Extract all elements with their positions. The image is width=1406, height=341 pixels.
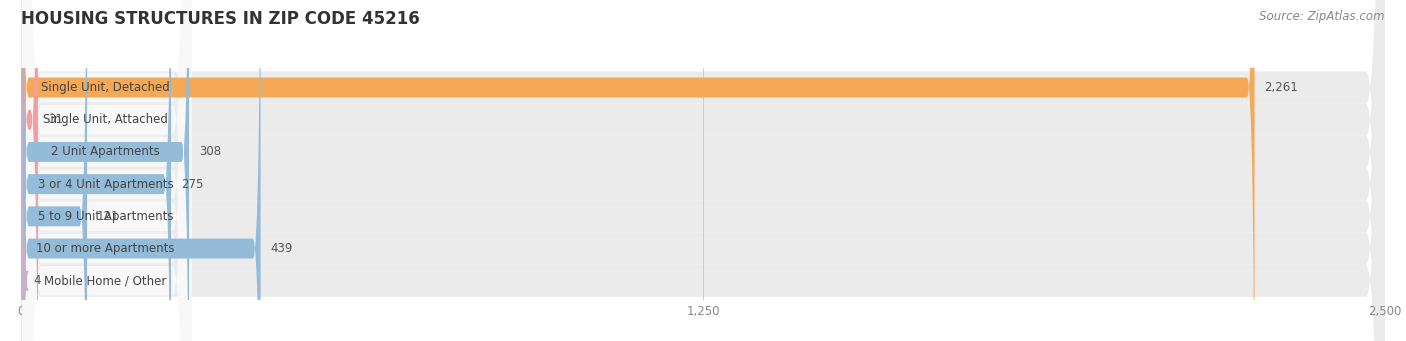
Text: 121: 121 xyxy=(97,210,120,223)
Text: 31: 31 xyxy=(48,113,63,126)
Text: 5 to 9 Unit Apartments: 5 to 9 Unit Apartments xyxy=(38,210,173,223)
FancyBboxPatch shape xyxy=(21,0,1385,341)
Text: 439: 439 xyxy=(270,242,292,255)
Text: 4: 4 xyxy=(34,274,41,287)
FancyBboxPatch shape xyxy=(22,0,191,341)
Text: Mobile Home / Other: Mobile Home / Other xyxy=(45,274,167,287)
Text: Single Unit, Attached: Single Unit, Attached xyxy=(44,113,169,126)
FancyBboxPatch shape xyxy=(22,0,191,341)
Text: 10 or more Apartments: 10 or more Apartments xyxy=(37,242,174,255)
FancyBboxPatch shape xyxy=(21,0,1385,341)
FancyBboxPatch shape xyxy=(15,0,28,341)
FancyBboxPatch shape xyxy=(21,0,172,341)
Text: 308: 308 xyxy=(198,145,221,159)
FancyBboxPatch shape xyxy=(21,0,38,341)
FancyBboxPatch shape xyxy=(21,0,1385,341)
Text: 275: 275 xyxy=(181,178,204,191)
FancyBboxPatch shape xyxy=(21,0,1254,341)
Text: 3 or 4 Unit Apartments: 3 or 4 Unit Apartments xyxy=(38,178,173,191)
Text: HOUSING STRUCTURES IN ZIP CODE 45216: HOUSING STRUCTURES IN ZIP CODE 45216 xyxy=(21,10,420,28)
Text: 2 Unit Apartments: 2 Unit Apartments xyxy=(51,145,160,159)
FancyBboxPatch shape xyxy=(22,0,191,341)
FancyBboxPatch shape xyxy=(21,0,87,341)
FancyBboxPatch shape xyxy=(21,0,190,341)
Text: Single Unit, Detached: Single Unit, Detached xyxy=(41,81,170,94)
Text: 2,261: 2,261 xyxy=(1264,81,1298,94)
FancyBboxPatch shape xyxy=(22,0,191,341)
FancyBboxPatch shape xyxy=(22,0,191,341)
Text: Source: ZipAtlas.com: Source: ZipAtlas.com xyxy=(1260,10,1385,23)
FancyBboxPatch shape xyxy=(21,0,260,341)
FancyBboxPatch shape xyxy=(21,0,1385,341)
FancyBboxPatch shape xyxy=(21,0,1385,341)
FancyBboxPatch shape xyxy=(22,0,191,341)
FancyBboxPatch shape xyxy=(22,0,191,341)
FancyBboxPatch shape xyxy=(21,0,1385,341)
FancyBboxPatch shape xyxy=(21,0,1385,341)
